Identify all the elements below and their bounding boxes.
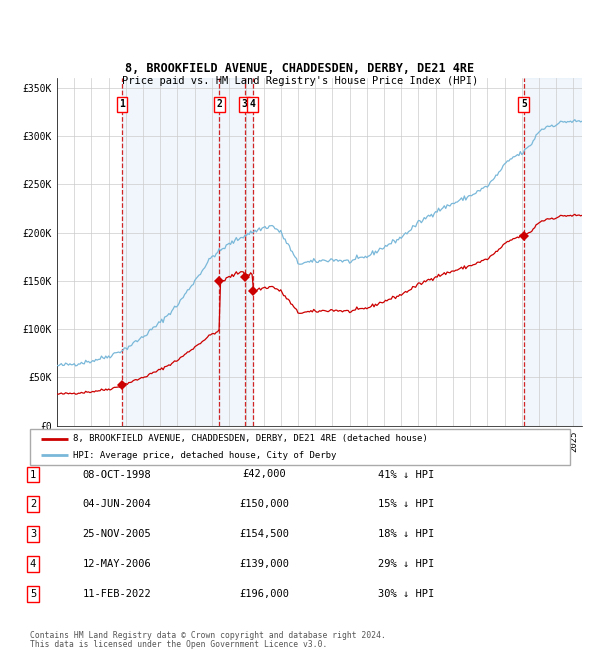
Text: £42,000: £42,000 [242, 469, 286, 480]
Bar [122, 78, 219, 426]
Text: 5: 5 [521, 99, 527, 109]
Text: 04-JUN-2004: 04-JUN-2004 [83, 499, 151, 510]
Bar [524, 78, 590, 426]
Text: 29% ↓ HPI: 29% ↓ HPI [378, 559, 434, 569]
Bar [219, 78, 253, 426]
Text: 1: 1 [119, 99, 125, 109]
Text: Price paid vs. HM Land Registry's House Price Index (HPI): Price paid vs. HM Land Registry's House … [122, 75, 478, 86]
Text: 8, BROOKFIELD AVENUE, CHADDESDEN, DERBY, DE21 4RE (detached house): 8, BROOKFIELD AVENUE, CHADDESDEN, DERBY,… [73, 434, 428, 443]
Text: 11-FEB-2022: 11-FEB-2022 [83, 589, 151, 599]
Text: 3: 3 [30, 529, 36, 539]
Text: £154,500: £154,500 [239, 529, 289, 539]
Text: Contains HM Land Registry data © Crown copyright and database right 2024.: Contains HM Land Registry data © Crown c… [30, 631, 386, 640]
Text: 2: 2 [30, 499, 36, 510]
Text: This data is licensed under the Open Government Licence v3.0.: This data is licensed under the Open Gov… [30, 640, 328, 649]
Text: 2: 2 [216, 99, 222, 109]
Text: 18% ↓ HPI: 18% ↓ HPI [378, 529, 434, 539]
Text: £139,000: £139,000 [239, 559, 289, 569]
Text: 3: 3 [242, 99, 248, 109]
Text: 4: 4 [30, 559, 36, 569]
Text: 8, BROOKFIELD AVENUE, CHADDESDEN, DERBY, DE21 4RE: 8, BROOKFIELD AVENUE, CHADDESDEN, DERBY,… [125, 62, 475, 75]
Text: HPI: Average price, detached house, City of Derby: HPI: Average price, detached house, City… [73, 450, 337, 460]
Text: 12-MAY-2006: 12-MAY-2006 [83, 559, 151, 569]
FancyBboxPatch shape [30, 429, 570, 465]
Text: 41% ↓ HPI: 41% ↓ HPI [378, 469, 434, 480]
Text: £196,000: £196,000 [239, 589, 289, 599]
Text: 08-OCT-1998: 08-OCT-1998 [83, 469, 151, 480]
Text: 25-NOV-2005: 25-NOV-2005 [83, 529, 151, 539]
Text: 4: 4 [250, 99, 256, 109]
Text: 1: 1 [30, 469, 36, 480]
Text: 15% ↓ HPI: 15% ↓ HPI [378, 499, 434, 510]
Text: £150,000: £150,000 [239, 499, 289, 510]
Text: 5: 5 [30, 589, 36, 599]
Text: 30% ↓ HPI: 30% ↓ HPI [378, 589, 434, 599]
